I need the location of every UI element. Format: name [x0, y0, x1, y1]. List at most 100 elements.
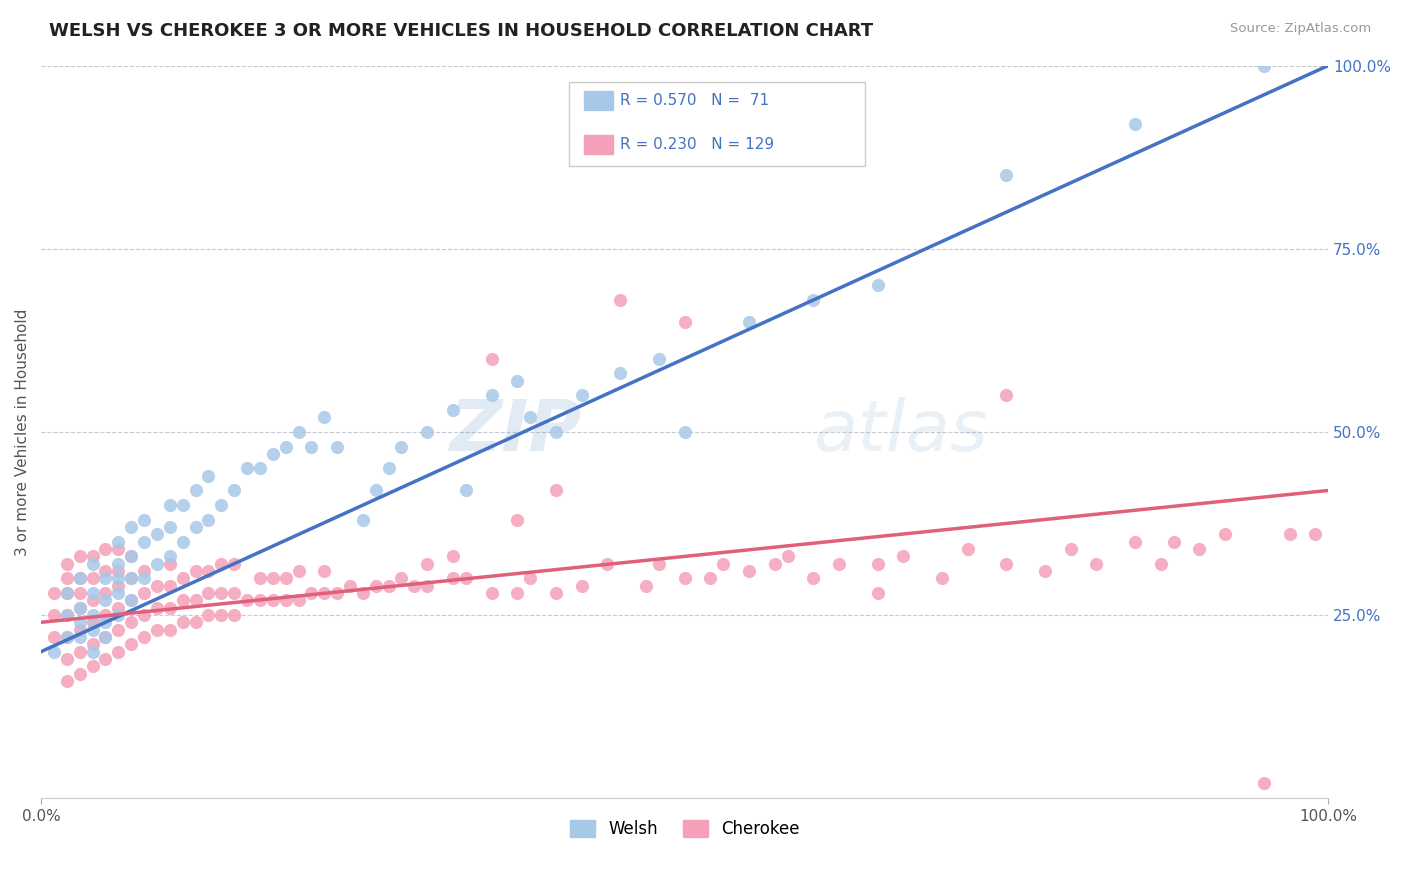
Point [506, 374, 529, 388]
Point [287, 425, 309, 439]
Point [82, 549, 104, 564]
Point [69, 600, 91, 615]
Point [249, 461, 271, 475]
Point [94, 542, 117, 557]
Point [711, 557, 734, 571]
Point [326, 440, 349, 454]
Point [56, 607, 79, 622]
Point [132, 630, 155, 644]
Point [56, 673, 79, 688]
Point [571, 579, 593, 593]
Point [184, 520, 207, 534]
Point [544, 425, 567, 439]
Point [209, 586, 232, 600]
Point [893, 549, 915, 564]
Point [236, 593, 259, 607]
Point [107, 607, 129, 622]
Bar [585, 136, 613, 153]
Point [159, 623, 181, 637]
Point [82, 593, 104, 607]
Point [314, 564, 336, 578]
Point [42, 586, 65, 600]
Point [866, 557, 889, 571]
Point [197, 607, 219, 622]
Point [69, 549, 91, 564]
Point [274, 571, 297, 585]
Point [1033, 564, 1056, 578]
Point [120, 571, 142, 585]
Point [56, 607, 79, 622]
Legend: Welsh, Cherokee: Welsh, Cherokee [562, 814, 806, 845]
Point [441, 549, 464, 564]
Point [69, 666, 91, 681]
Point [132, 607, 155, 622]
Point [82, 623, 104, 637]
Point [120, 520, 142, 534]
Point [995, 169, 1018, 183]
Point [107, 586, 129, 600]
Point [56, 586, 79, 600]
Point [699, 571, 721, 585]
Point [69, 586, 91, 600]
Point [339, 579, 361, 593]
Point [1123, 534, 1146, 549]
Point [197, 513, 219, 527]
Point [441, 403, 464, 417]
Point [159, 549, 181, 564]
Point [673, 425, 696, 439]
Point [776, 549, 799, 564]
Point [94, 615, 117, 630]
Point [801, 293, 824, 307]
Point [56, 630, 79, 644]
Text: ZIP: ZIP [450, 397, 582, 467]
Point [287, 593, 309, 607]
Point [866, 586, 889, 600]
Point [159, 498, 181, 512]
Point [314, 586, 336, 600]
Point [107, 557, 129, 571]
Point [544, 483, 567, 498]
Point [107, 600, 129, 615]
Point [184, 593, 207, 607]
Point [94, 586, 117, 600]
FancyBboxPatch shape [569, 82, 865, 166]
Point [209, 607, 232, 622]
Point [299, 440, 322, 454]
Point [1213, 527, 1236, 541]
Point [481, 586, 503, 600]
Point [159, 557, 181, 571]
Point [132, 534, 155, 549]
Point [107, 571, 129, 585]
Point [132, 513, 155, 527]
Point [120, 571, 142, 585]
Point [391, 440, 413, 454]
Point [596, 557, 619, 571]
Point [262, 571, 284, 585]
Point [377, 579, 399, 593]
Text: atlas: atlas [813, 397, 988, 467]
Point [326, 586, 349, 600]
Point [146, 579, 169, 593]
Point [416, 557, 439, 571]
Point [441, 571, 464, 585]
Point [94, 607, 117, 622]
Point [249, 571, 271, 585]
Text: R = 0.230   N = 129: R = 0.230 N = 129 [620, 137, 775, 153]
Point [197, 468, 219, 483]
Point [956, 542, 979, 557]
Point [82, 615, 104, 630]
Point [648, 351, 671, 366]
Point [159, 520, 181, 534]
Point [262, 447, 284, 461]
Point [107, 623, 129, 637]
Point [738, 564, 761, 578]
Point [132, 586, 155, 600]
Point [69, 645, 91, 659]
Point [56, 586, 79, 600]
Point [56, 557, 79, 571]
Point [416, 425, 439, 439]
Point [56, 630, 79, 644]
Point [1188, 542, 1211, 557]
Point [120, 637, 142, 651]
Point [209, 498, 232, 512]
